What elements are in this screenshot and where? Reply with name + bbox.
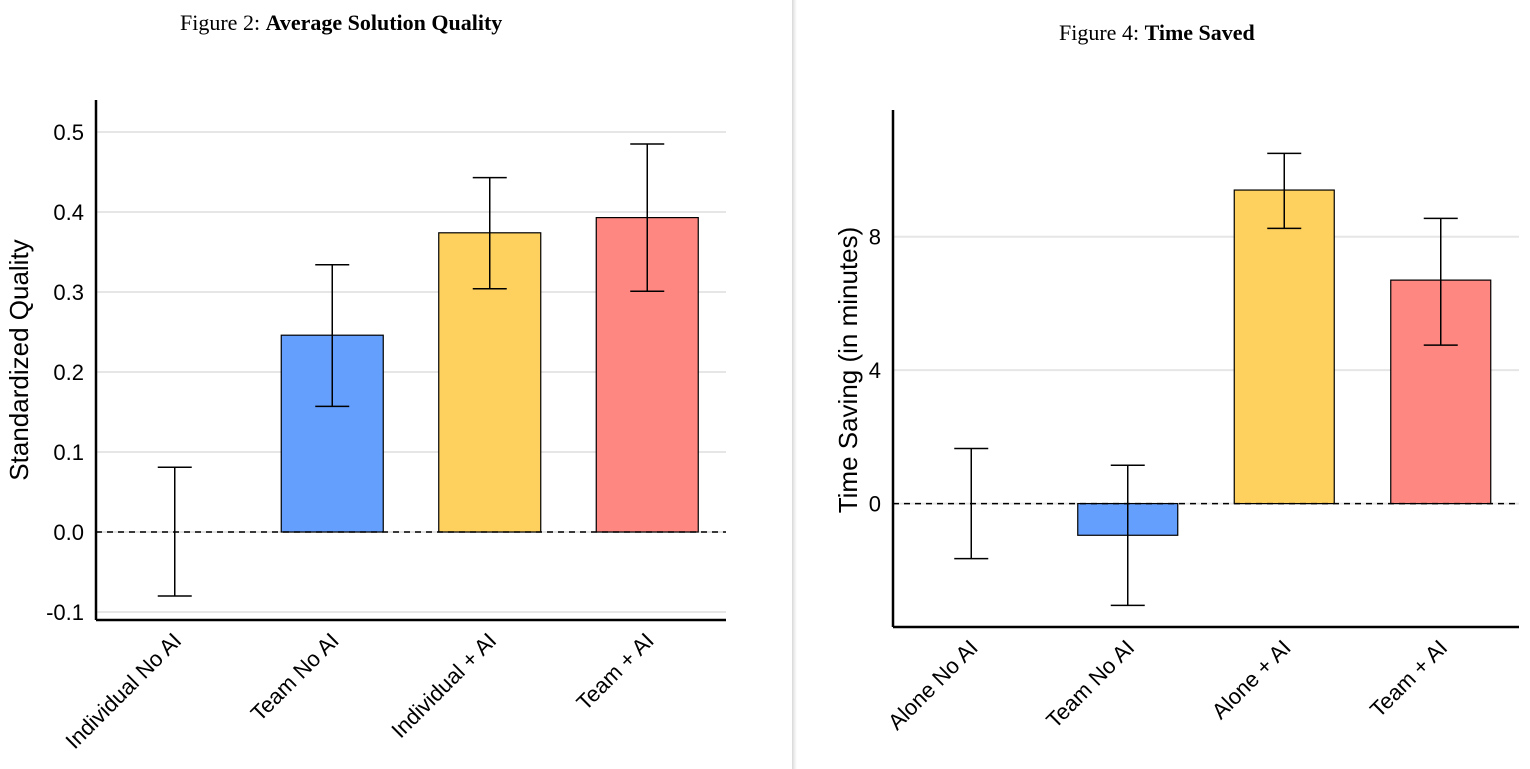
quality-category-label: Team + AI xyxy=(571,628,658,715)
time-category-label: Team No AI xyxy=(1041,635,1139,733)
quality-y-tick-label: 0.2 xyxy=(53,360,84,385)
time-y-tick-label: 0 xyxy=(869,492,881,517)
figure-2-title-text: Average Solution Quality xyxy=(265,10,503,35)
time-saved-chart: 0 4 8 Alone No AI Team No AI Alone + AI Team +… xyxy=(833,110,1519,735)
figure-2-prefix: Figure 2: xyxy=(180,10,261,35)
time-category-label: Alone + AI xyxy=(1207,635,1296,724)
quality-category-label: Individual + AI xyxy=(386,628,501,743)
figure-4-panel: Figure 4: Time Saved 0 4 8 Alone No AI Team … xyxy=(797,0,1530,769)
figure-4-title-text: Time Saved xyxy=(1144,20,1255,45)
time-y-tick-label: 4 xyxy=(869,358,881,383)
time-y-tick-label: 8 xyxy=(869,225,881,250)
time-bar-2 xyxy=(1233,189,1335,505)
quality-y-tick-label: 0.0 xyxy=(53,520,84,545)
page-divider xyxy=(792,0,797,769)
quality-category-label: Team No AI xyxy=(246,628,344,726)
figure-4-title: Figure 4: Time Saved xyxy=(1059,20,1255,46)
time-category-label: Alone No AI xyxy=(883,635,983,735)
quality-y-tick-label: 0.5 xyxy=(53,120,84,145)
figure-2-title: Figure 2: Average Solution Quality xyxy=(180,10,502,36)
time-y-axis-title: Time Saving (in minutes) xyxy=(833,227,863,514)
figure-2-panel: Figure 2: Average Solution Quality -0.1 0… xyxy=(4,10,726,754)
time-category-label: Team + AI xyxy=(1365,635,1452,722)
quality-category-label: Individual No AI xyxy=(61,628,187,754)
quality-y-tick-label: 0.1 xyxy=(53,440,84,465)
quality-y-tick-label: 0.3 xyxy=(53,280,84,305)
quality-y-axis-title: Standardized Quality xyxy=(4,239,34,480)
quality-y-tick-label: 0.4 xyxy=(53,200,84,225)
quality-y-tick-label: -0.1 xyxy=(46,600,84,625)
figure-4-prefix: Figure 4: xyxy=(1059,20,1140,45)
quality-chart: -0.1 0.0 0.1 0.2 0.3 0.4 0.5 Individual No AI Te… xyxy=(4,100,726,754)
